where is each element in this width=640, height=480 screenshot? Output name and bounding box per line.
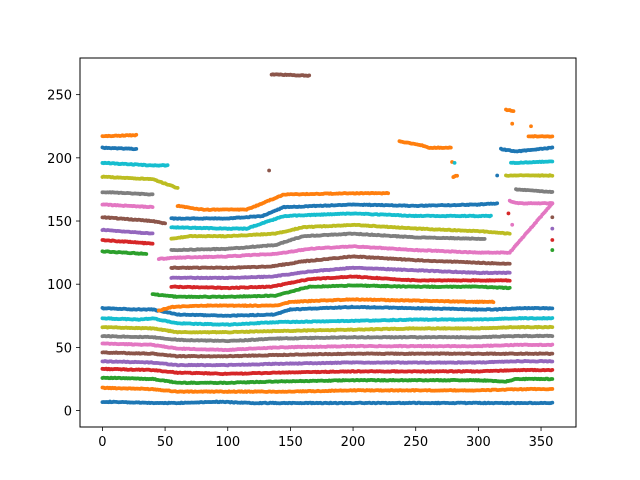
data-point [550,367,555,372]
data-point [550,359,555,364]
data-point [507,278,512,283]
data-point [550,334,555,339]
data-point [550,387,555,391]
data-points [100,72,555,406]
data-point [550,342,555,347]
data-point [550,377,555,381]
data-point [550,325,555,330]
data-point [550,306,555,311]
data-point [507,285,512,290]
data-point [550,351,555,356]
data-point [491,300,496,305]
data-point [550,400,555,405]
data-point [550,316,555,320]
